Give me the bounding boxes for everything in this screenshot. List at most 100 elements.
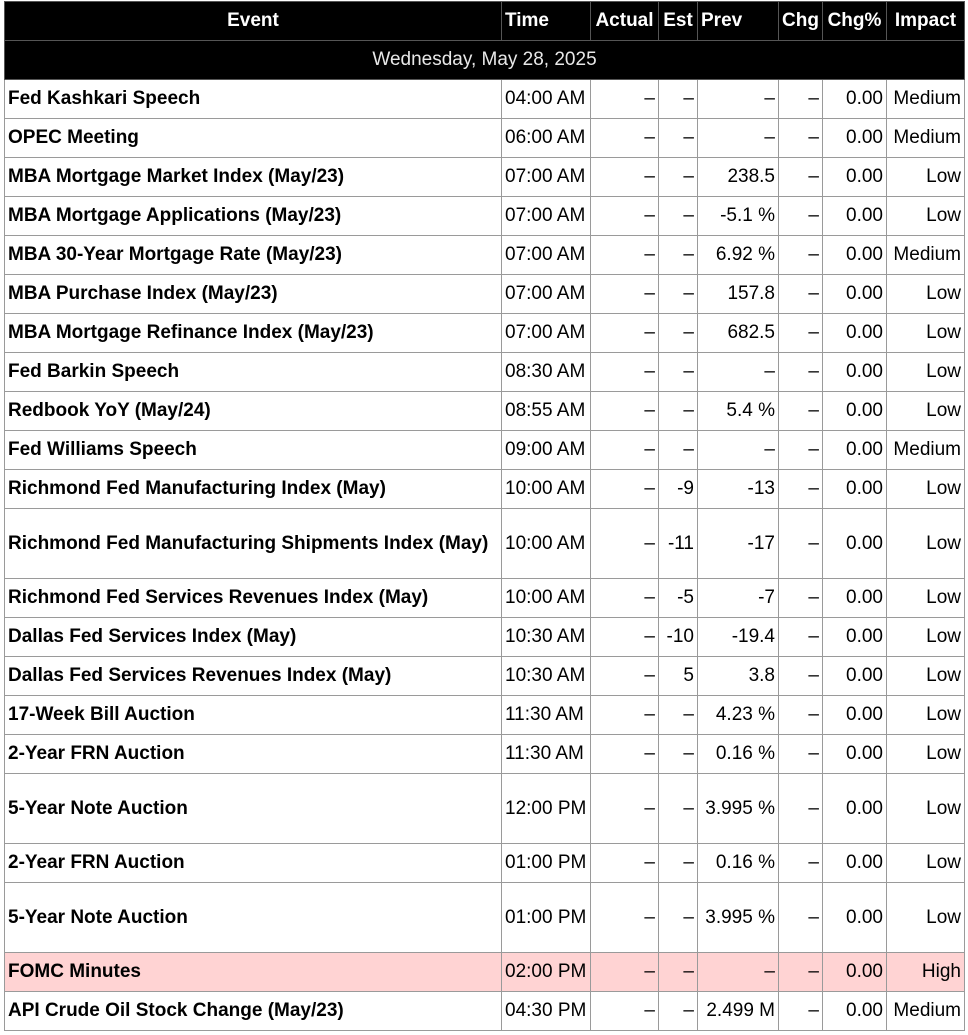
chg-cell: – bbox=[778, 391, 823, 431]
column-header-time[interactable]: Time bbox=[501, 1, 591, 41]
prev-cell: -19.4 bbox=[697, 617, 779, 657]
impact-cell: Low bbox=[886, 578, 965, 618]
event-name-cell[interactable]: 5-Year Note Auction bbox=[4, 882, 502, 953]
est-cell: -11 bbox=[658, 508, 698, 579]
prev-cell: 5.4 % bbox=[697, 391, 779, 431]
event-name-cell[interactable]: API Crude Oil Stock Change (May/23) bbox=[4, 991, 502, 1031]
time-cell: 10:30 AM bbox=[501, 656, 591, 696]
column-header-est[interactable]: Est bbox=[658, 1, 698, 41]
chg-pct-cell: 0.00 bbox=[822, 196, 887, 236]
event-name-cell[interactable]: Fed Barkin Speech bbox=[4, 352, 502, 392]
event-name-cell[interactable]: Richmond Fed Services Revenues Index (Ma… bbox=[4, 578, 502, 618]
chg-pct-cell: 0.00 bbox=[822, 656, 887, 696]
impact-cell: Medium bbox=[886, 991, 965, 1031]
chg-cell: – bbox=[778, 578, 823, 618]
column-header-impact[interactable]: Impact bbox=[886, 1, 965, 41]
chg-pct-cell: 0.00 bbox=[822, 352, 887, 392]
table-row[interactable]: Richmond Fed Manufacturing Index (May) 10… bbox=[4, 469, 965, 509]
prev-cell: – bbox=[697, 118, 779, 158]
chg-pct-cell: 0.00 bbox=[822, 882, 887, 953]
chg-cell: – bbox=[778, 430, 823, 470]
event-name-cell[interactable]: MBA Mortgage Refinance Index (May/23) bbox=[4, 313, 502, 353]
chg-pct-cell: 0.00 bbox=[822, 118, 887, 158]
time-cell: 04:30 PM bbox=[501, 991, 591, 1031]
table-row[interactable]: OPEC Meeting 06:00 AM – – – –0.00 Medium bbox=[4, 118, 965, 158]
table-row[interactable]: MBA Mortgage Applications (May/23) 07:00 … bbox=[4, 196, 965, 236]
table-row[interactable]: Fed Barkin Speech 08:30 AM – – – –0.00 Low bbox=[4, 352, 965, 392]
time-cell: 07:00 AM bbox=[501, 313, 591, 353]
impact-cell: Low bbox=[886, 508, 965, 579]
est-cell: – bbox=[658, 734, 698, 774]
table-row[interactable]: Richmond Fed Services Revenues Index (Ma… bbox=[4, 578, 965, 618]
table-row[interactable]: Richmond Fed Manufacturing Shipments Ind… bbox=[4, 508, 965, 579]
table-row[interactable]: 2-Year FRN Auction 01:00 PM – –0.16 % –0.00 L… bbox=[4, 843, 965, 883]
actual-cell: – bbox=[590, 157, 659, 197]
event-name-cell[interactable]: 2-Year FRN Auction bbox=[4, 843, 502, 883]
event-name-cell[interactable]: Dallas Fed Services Index (May) bbox=[4, 617, 502, 657]
column-header-event[interactable]: Event bbox=[4, 1, 502, 41]
table-row[interactable]: FOMC Minutes 02:00 PM – – – –0.00 High bbox=[4, 952, 965, 992]
prev-cell: 2.499 M bbox=[697, 991, 779, 1031]
est-cell: – bbox=[658, 391, 698, 431]
impact-cell: Medium bbox=[886, 118, 965, 158]
impact-cell: Low bbox=[886, 157, 965, 197]
est-cell: -5 bbox=[658, 578, 698, 618]
prev-cell: 6.92 % bbox=[697, 235, 779, 275]
impact-cell: Medium bbox=[886, 79, 965, 119]
time-cell: 07:00 AM bbox=[501, 235, 591, 275]
event-name-cell[interactable]: Dallas Fed Services Revenues Index (May) bbox=[4, 656, 502, 696]
actual-cell: – bbox=[590, 882, 659, 953]
est-cell: – bbox=[658, 991, 698, 1031]
table-row[interactable]: MBA Mortgage Market Index (May/23) 07:00 … bbox=[4, 157, 965, 197]
event-name-cell[interactable]: Richmond Fed Manufacturing Index (May) bbox=[4, 469, 502, 509]
event-name-cell[interactable]: Fed Williams Speech bbox=[4, 430, 502, 470]
event-name-cell[interactable]: 5-Year Note Auction bbox=[4, 773, 502, 844]
time-cell: 08:30 AM bbox=[501, 352, 591, 392]
header-row: Event Time Actual Est Prev Chg Chg% Impa… bbox=[4, 1, 965, 41]
column-header-prev[interactable]: Prev bbox=[697, 1, 779, 41]
time-cell: 04:00 AM bbox=[501, 79, 591, 119]
table-row[interactable]: 2-Year FRN Auction 11:30 AM – –0.16 % –0.00 L… bbox=[4, 734, 965, 774]
table-row[interactable]: 5-Year Note Auction 01:00 PM – –3.995 % –0.0… bbox=[4, 882, 965, 953]
event-name-cell[interactable]: FOMC Minutes bbox=[4, 952, 502, 992]
impact-cell: High bbox=[886, 952, 965, 992]
table-row[interactable]: 17-Week Bill Auction 11:30 AM – –4.23 % –0.0… bbox=[4, 695, 965, 735]
event-name-cell[interactable]: 2-Year FRN Auction bbox=[4, 734, 502, 774]
chg-cell: – bbox=[778, 734, 823, 774]
table-row[interactable]: MBA Purchase Index (May/23) 07:00 AM – –157… bbox=[4, 274, 965, 314]
impact-cell: Low bbox=[886, 773, 965, 844]
chg-pct-cell: 0.00 bbox=[822, 734, 887, 774]
table-row[interactable]: 5-Year Note Auction 12:00 PM – –3.995 % –0.0… bbox=[4, 773, 965, 844]
event-name-cell[interactable]: MBA 30-Year Mortgage Rate (May/23) bbox=[4, 235, 502, 275]
actual-cell: – bbox=[590, 391, 659, 431]
table-row[interactable]: Dallas Fed Services Index (May) 10:30 AM –… bbox=[4, 617, 965, 657]
table-row[interactable]: Dallas Fed Services Revenues Index (May)… bbox=[4, 656, 965, 696]
event-name-cell[interactable]: Fed Kashkari Speech bbox=[4, 79, 502, 119]
event-name-cell[interactable]: Richmond Fed Manufacturing Shipments Ind… bbox=[4, 508, 502, 579]
actual-cell: – bbox=[590, 578, 659, 618]
event-name-cell[interactable]: OPEC Meeting bbox=[4, 118, 502, 158]
table-row[interactable]: MBA 30-Year Mortgage Rate (May/23) 07:00 … bbox=[4, 235, 965, 275]
table-row[interactable]: Fed Williams Speech 09:00 AM – – – –0.00 Mediu… bbox=[4, 430, 965, 470]
chg-pct-cell: 0.00 bbox=[822, 430, 887, 470]
table-row[interactable]: API Crude Oil Stock Change (May/23) 04:30… bbox=[4, 991, 965, 1031]
est-cell: – bbox=[658, 352, 698, 392]
actual-cell: – bbox=[590, 469, 659, 509]
event-name-cell[interactable]: 17-Week Bill Auction bbox=[4, 695, 502, 735]
impact-cell: Low bbox=[886, 469, 965, 509]
table-row[interactable]: MBA Mortgage Refinance Index (May/23) 07:… bbox=[4, 313, 965, 353]
chg-pct-cell: 0.00 bbox=[822, 508, 887, 579]
column-header-actual[interactable]: Actual bbox=[590, 1, 659, 41]
column-header-chg[interactable]: Chg bbox=[778, 1, 823, 41]
est-cell: – bbox=[658, 843, 698, 883]
table-row[interactable]: Redbook YoY (May/24) 08:55 AM – –5.4 % –0.00… bbox=[4, 391, 965, 431]
event-name-cell[interactable]: MBA Mortgage Applications (May/23) bbox=[4, 196, 502, 236]
event-name-cell[interactable]: MBA Purchase Index (May/23) bbox=[4, 274, 502, 314]
table-row[interactable]: Fed Kashkari Speech 04:00 AM – – – –0.00 Mediu… bbox=[4, 79, 965, 119]
actual-cell: – bbox=[590, 352, 659, 392]
event-name-cell[interactable]: MBA Mortgage Market Index (May/23) bbox=[4, 157, 502, 197]
time-cell: 07:00 AM bbox=[501, 196, 591, 236]
event-name-cell[interactable]: Redbook YoY (May/24) bbox=[4, 391, 502, 431]
column-header-chg-pct[interactable]: Chg% bbox=[822, 1, 887, 41]
chg-cell: – bbox=[778, 773, 823, 844]
